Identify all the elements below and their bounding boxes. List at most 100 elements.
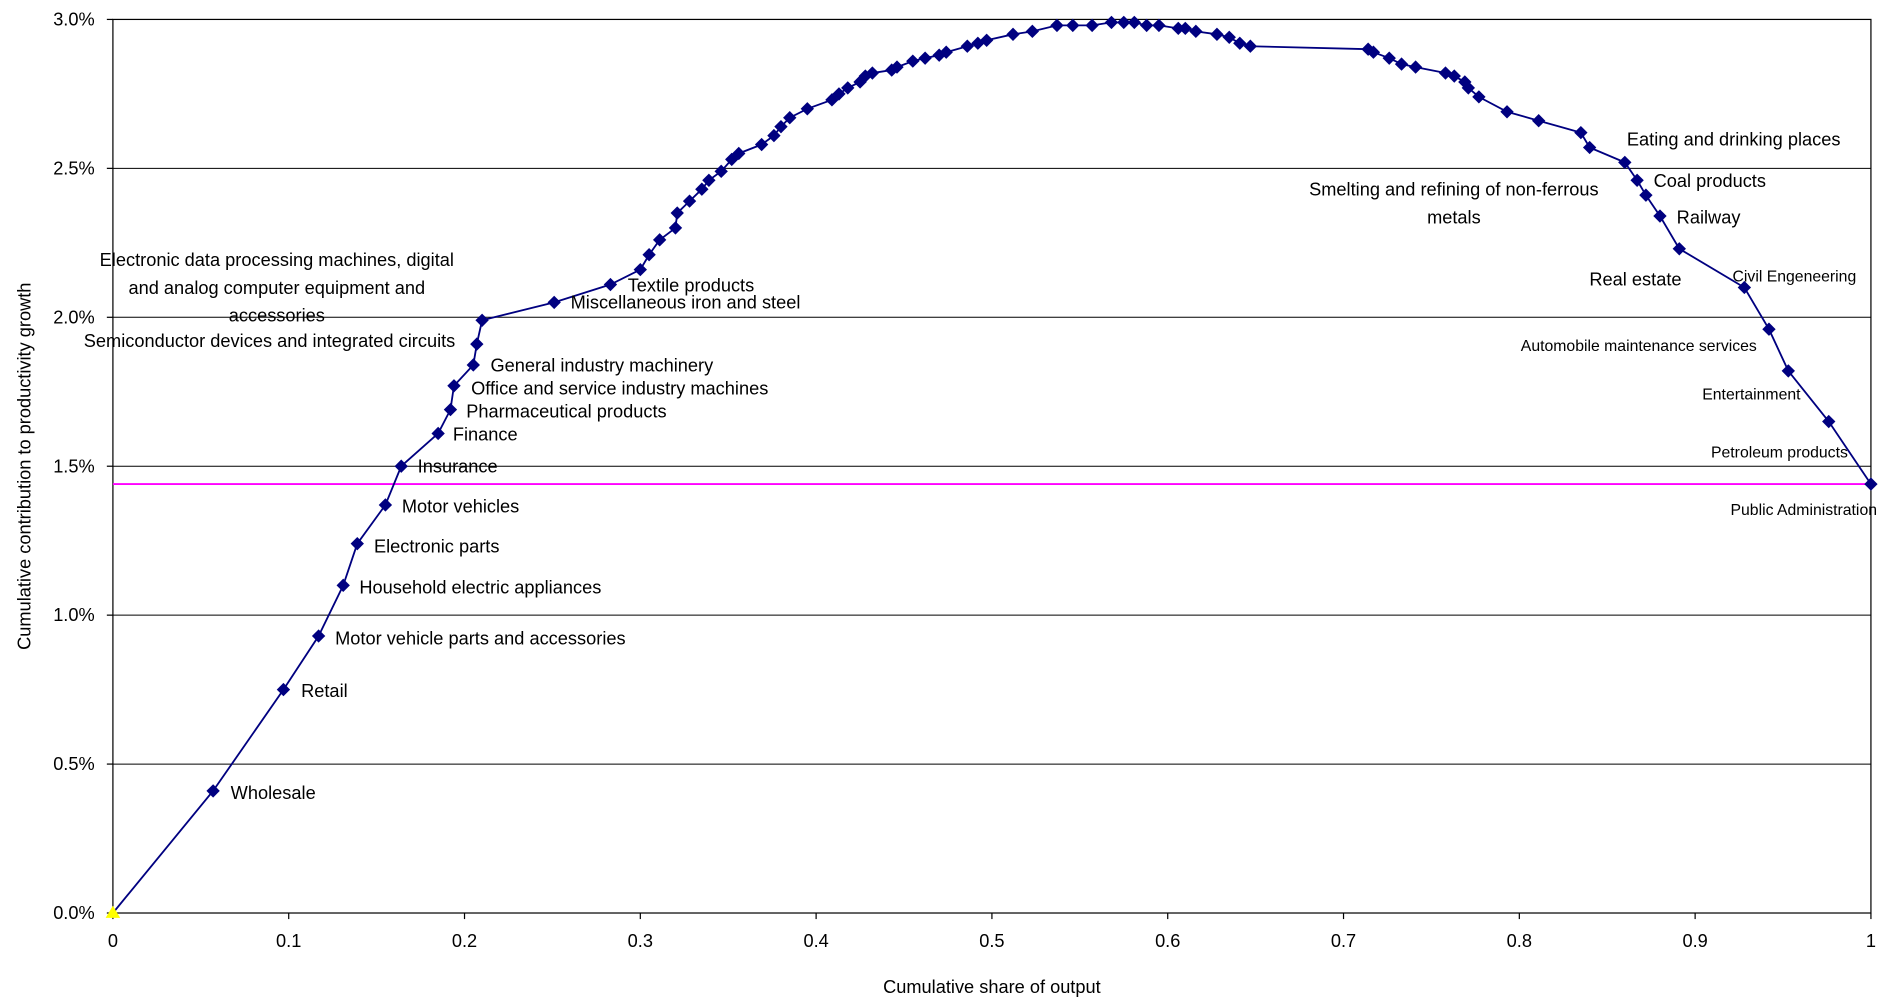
point-label: Public Administration [1730, 500, 1878, 519]
y-axis-title: Cumulative contribution to productivity … [14, 283, 34, 650]
data-point [1582, 140, 1597, 155]
point-label-box: Pharmaceutical products [466, 402, 666, 423]
point-label-box: Finance [452, 424, 518, 446]
point-label: Office and service industry machines [471, 378, 769, 400]
data-point [466, 358, 480, 372]
x-tick-label: 0.1 [276, 931, 301, 951]
data-point [276, 682, 291, 697]
point-label-box: Electronic parts [374, 537, 500, 558]
data-point [1117, 15, 1131, 30]
data-point [1500, 105, 1514, 119]
point-label-box: Entertainment [1702, 385, 1800, 403]
data-point [475, 313, 489, 327]
data-point [1822, 414, 1836, 429]
point-label-box: Electronic data processing machines, dig… [100, 250, 454, 326]
data-point [1210, 27, 1224, 42]
x-tick-label: 0.6 [1155, 931, 1180, 951]
data-point [311, 629, 326, 643]
data-point [853, 75, 867, 89]
data-point [695, 182, 709, 196]
y-tick-label: 2.0% [53, 307, 94, 327]
start-marker [105, 905, 121, 918]
data-point [1127, 15, 1141, 30]
point-label-box: Public Administration [1730, 500, 1878, 519]
data-point [1222, 30, 1236, 44]
point-label-box: Eating and drinking places [1626, 129, 1841, 151]
point-label-box: Household electric appliances [359, 578, 601, 599]
data-point [979, 33, 994, 47]
data-point [670, 206, 684, 220]
point-label: Retail [301, 681, 348, 702]
point-label-box: Motor vehicle parts and accessories [335, 628, 626, 650]
point-label-box: Automobile maintenance services [1520, 336, 1757, 355]
data-point [1085, 18, 1099, 33]
x-tick-label: 0.5 [979, 931, 1004, 951]
x-tick-label: 0.3 [628, 931, 653, 951]
data-point [767, 128, 781, 143]
data-point [1050, 18, 1064, 33]
data-point [865, 66, 880, 80]
x-tick-label: 0 [108, 931, 118, 951]
point-label: Smelting and refining of non-ferrous met… [1309, 179, 1599, 229]
point-label: Automobile maintenance services [1520, 336, 1757, 355]
data-point [774, 119, 788, 134]
point-label-box: Retail [301, 681, 348, 702]
x-tick-label: 1 [1866, 931, 1876, 951]
data-point [800, 102, 815, 116]
point-label-box: Office and service industry machines [471, 378, 769, 400]
point-label: Finance [452, 424, 518, 446]
data-point [918, 51, 932, 65]
point-label-box: Real estate [1589, 270, 1681, 291]
data-point [642, 248, 656, 262]
data-point [1574, 125, 1588, 140]
data-point [832, 87, 846, 101]
data-point [1189, 24, 1203, 39]
point-label-box: Smelting and refining of non-ferrous met… [1309, 179, 1599, 229]
data-point [1672, 242, 1686, 256]
point-label-box: Coal products [1654, 171, 1766, 192]
data-point [1382, 51, 1396, 65]
data-point [1472, 90, 1486, 104]
point-label: General industry machinery [490, 355, 714, 377]
data-point [960, 39, 974, 53]
data-point [1653, 209, 1667, 223]
data-point [1461, 81, 1476, 95]
data-point [890, 60, 904, 74]
data-point [1438, 66, 1453, 80]
data-point [443, 402, 458, 417]
data-point [547, 295, 561, 310]
point-label: Eating and drinking places [1626, 129, 1841, 151]
data-point [652, 233, 667, 247]
point-label-box: General industry machinery [490, 355, 714, 377]
data-point [1781, 364, 1795, 378]
y-tick-label: 2.5% [53, 158, 94, 178]
data-point [1233, 36, 1247, 50]
y-tick-label: 3.0% [53, 9, 94, 29]
data-point [431, 426, 445, 441]
data-point [633, 262, 647, 277]
data-point [1394, 57, 1409, 71]
plot-frame [112, 18, 1872, 914]
point-label-box: Railway [1677, 208, 1741, 229]
data-point [1025, 24, 1040, 39]
data-point [906, 54, 920, 68]
y-tick-label: 0.5% [53, 754, 94, 774]
point-label: Motor vehicle parts and accessories [335, 628, 626, 650]
data-point [1618, 155, 1632, 170]
x-tick-label: 0.7 [1331, 931, 1356, 951]
data-point [1178, 21, 1192, 36]
data-point [1243, 39, 1258, 53]
data-point [783, 111, 797, 125]
x-tick-label: 0.4 [803, 931, 828, 951]
point-label-box: Semiconductor devices and integrated cir… [83, 331, 456, 353]
point-label-box: Miscellaneous iron and steel [571, 293, 801, 314]
x-tick-label: 0.8 [1507, 931, 1532, 951]
data-point [1066, 18, 1080, 33]
data-point [394, 459, 408, 473]
point-label: Petroleum products [1710, 443, 1848, 462]
series-line [112, 21, 1872, 914]
point-label-box: Textile products [628, 276, 755, 297]
point-label: Semiconductor devices and integrated cir… [83, 331, 456, 353]
point-label: Insurance [417, 456, 498, 478]
